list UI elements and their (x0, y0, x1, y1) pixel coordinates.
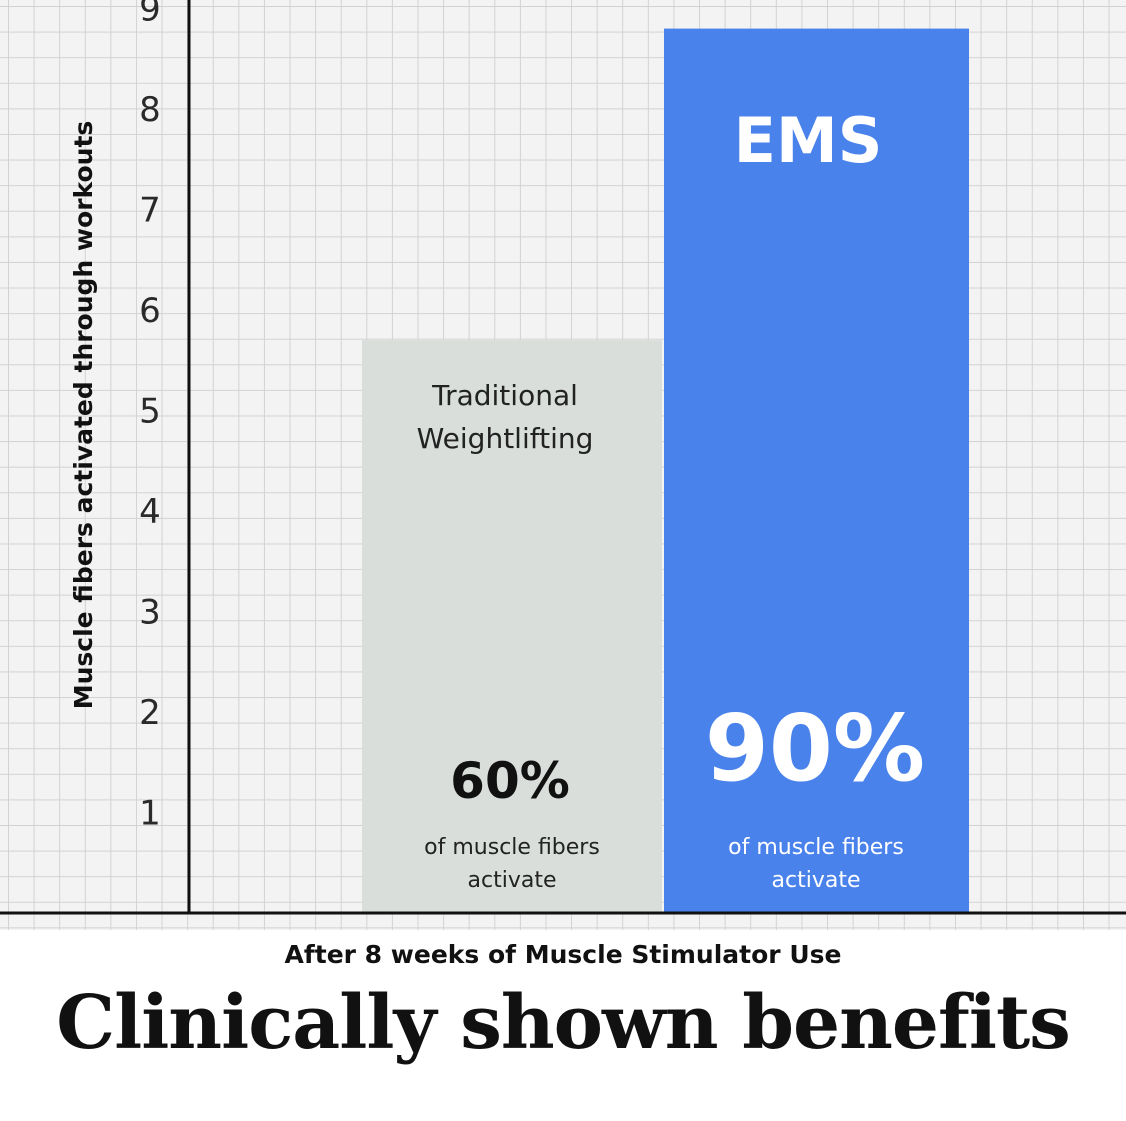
data-label-ems: 90% (705, 695, 925, 802)
headline: Clinically shown benefits (56, 980, 1071, 1066)
data-sublabel-line: activate (772, 868, 861, 893)
data-sublabel-line: of muscle fibers (728, 835, 904, 860)
bar-ems (664, 28, 969, 914)
y-axis-label: Muscle fibers activated through workouts (69, 121, 98, 710)
bar-title-line: Weightlifting (417, 422, 594, 455)
data-sublabel-line: activate (468, 868, 557, 893)
y-tick-label: 9 (139, 0, 161, 30)
y-tick-label: 3 (139, 593, 161, 633)
chart-subtitle: After 8 weeks of Muscle Stimulator Use (284, 940, 842, 969)
y-tick-label: 8 (139, 90, 161, 130)
y-tick-label: 5 (139, 392, 161, 432)
y-tick-label: 7 (139, 191, 161, 231)
bar-title-line: Traditional (431, 379, 578, 412)
bar-chart: 1 2 3 4 5 6 7 8 9 Muscle fibers activated through… (0, 0, 1126, 915)
data-label-traditional: 60% (450, 752, 570, 810)
y-tick-label: 6 (139, 291, 161, 331)
y-tick-label: 1 (139, 794, 161, 834)
data-sublabel-line: of muscle fibers (424, 835, 600, 860)
bar-title-ems: EMS (734, 104, 883, 177)
y-tick-label: 4 (139, 492, 161, 532)
y-tick-label: 2 (139, 693, 161, 733)
chart-area: 1 2 3 4 5 6 7 8 9 Muscle fibers activated through… (0, 0, 1126, 930)
bar-traditional (362, 340, 662, 913)
